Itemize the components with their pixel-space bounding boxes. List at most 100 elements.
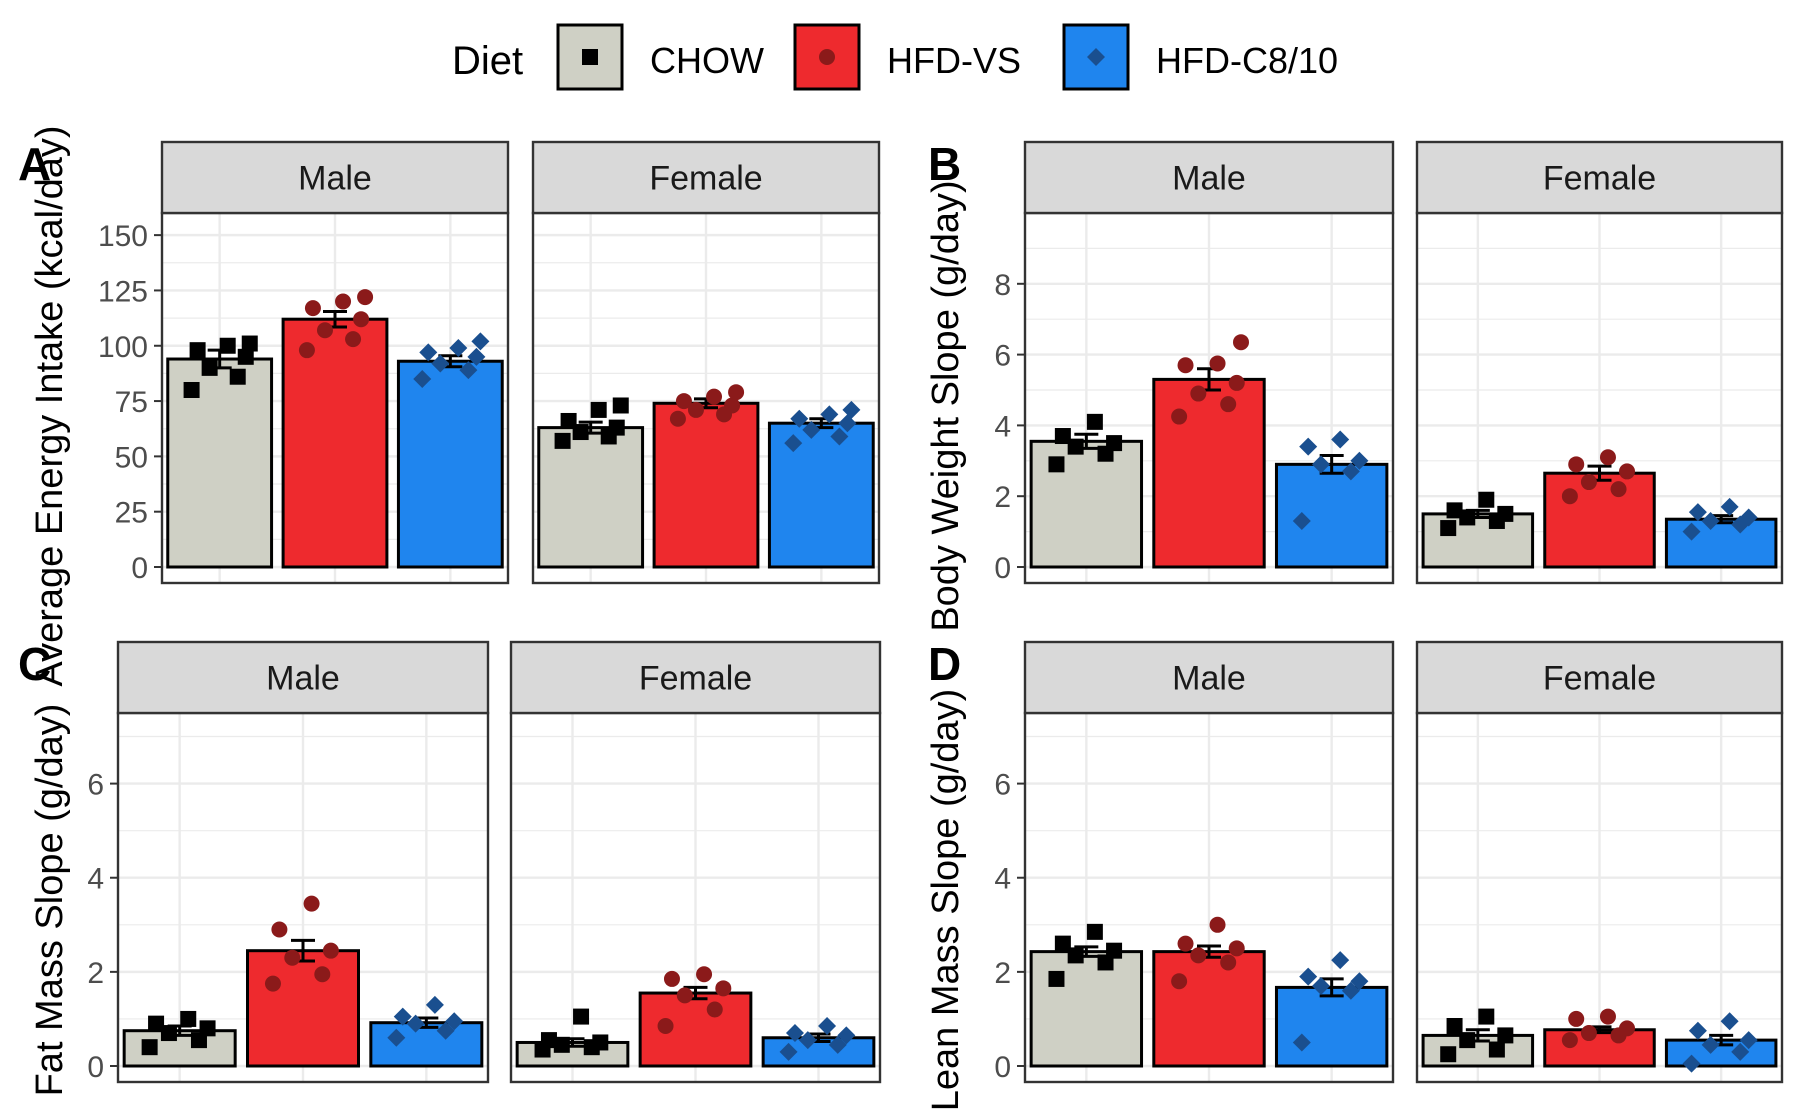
data-point [335, 293, 352, 310]
data-point [183, 382, 200, 398]
data-point [1086, 923, 1103, 940]
data-point [612, 397, 629, 414]
y-tick-label-A-6: 150 [98, 220, 148, 253]
data-point [779, 1042, 798, 1061]
data-point [1497, 1027, 1514, 1044]
data-point [1350, 972, 1369, 991]
y-tick-label-B-1: 2 [994, 481, 1011, 514]
data-point [1488, 1041, 1505, 1058]
legend-marker-1 [582, 49, 598, 65]
y-axis-title-D: Lean Mass Slope (g/day) [925, 689, 967, 1111]
facet-C-female: Female [509, 640, 882, 1084]
data-point [229, 368, 246, 385]
strip-label-female: Female [1543, 160, 1656, 198]
data-point [1171, 973, 1188, 990]
data-point [1720, 497, 1739, 516]
facet-B-male: Male [1023, 140, 1395, 585]
y-tick-label-A-5: 125 [98, 275, 148, 308]
y-tick-label-C-3: 6 [87, 769, 104, 802]
data-point [271, 921, 288, 938]
y-tick-label-A-3: 75 [115, 386, 148, 419]
strip-female [1415, 140, 1784, 215]
data-point [590, 401, 607, 418]
data-point [798, 1031, 817, 1050]
data-point [459, 361, 478, 380]
data-point [1561, 1032, 1578, 1049]
y-tick-label-B-0: 0 [994, 552, 1011, 585]
data-point [696, 966, 713, 983]
data-point [406, 1014, 425, 1033]
y-axis-title-B: Body Weight Slope (g/day) [925, 180, 967, 631]
legend-marker-3 [1087, 48, 1105, 66]
bar-A-male-hfd-c8/10 [396, 359, 504, 569]
bar-B-female-hfd-vs [1543, 471, 1656, 569]
data-point [1341, 462, 1360, 481]
legend-label-1: CHOW [650, 40, 764, 81]
data-point [1350, 451, 1369, 470]
data-point [830, 427, 849, 446]
data-point [1619, 1020, 1636, 1037]
data-point [445, 1012, 464, 1031]
data-point [1054, 428, 1071, 445]
data-point [706, 1001, 723, 1018]
data-point [724, 397, 741, 414]
data-point [1688, 1021, 1707, 1040]
data-point [1228, 940, 1245, 957]
data-point [1086, 413, 1103, 430]
data-point [303, 895, 320, 912]
bar-A-male-chow [166, 357, 274, 569]
y-tick-label-A-4: 100 [98, 331, 148, 364]
bar-C-male-hfd-vs [246, 949, 360, 1068]
data-point [467, 347, 486, 366]
panel-tag-C: C [18, 638, 51, 690]
data-point [1701, 511, 1720, 530]
legend-key-1 [556, 23, 624, 91]
data-point [553, 1036, 570, 1053]
data-point [1220, 954, 1237, 971]
data-point [1331, 430, 1350, 449]
data-point [1599, 1008, 1616, 1025]
data-point [784, 434, 803, 453]
bar-B-female-chow [1421, 512, 1535, 569]
bar-B-male-hfd-vs [1152, 377, 1266, 569]
data-point [1580, 1025, 1597, 1042]
strip-male [160, 140, 510, 215]
strip-label-male: Male [1172, 160, 1246, 198]
data-point [1228, 374, 1245, 391]
bar-D-female-hfd-vs [1543, 1028, 1656, 1068]
bar-B-female-hfd-c8/10 [1664, 517, 1778, 569]
y-tick-label-D-2: 4 [994, 863, 1011, 896]
y-tick-label-B-4: 8 [994, 269, 1011, 302]
facet-A-male: Male [160, 140, 510, 585]
data-point [1177, 357, 1194, 374]
strip-label-female: Female [1543, 660, 1656, 698]
data-point [298, 342, 315, 359]
data-point [1292, 511, 1311, 530]
y-axis-title-A: Average Energy Intake (kcal/day) [29, 125, 71, 686]
data-point [560, 412, 577, 429]
y-tick-label-A-2: 50 [115, 441, 148, 474]
data-point [572, 424, 589, 441]
legend: Diet CHOW HFD-VS HFD-C8/10 [452, 23, 1338, 91]
y-tick-label-C-0: 0 [87, 1051, 104, 1084]
data-point [1233, 334, 1249, 351]
bar-A-female-chow [537, 426, 645, 569]
bar-D-male-hfd-c8/10 [1274, 985, 1389, 1068]
bar-A-male-hfd-vs [281, 317, 389, 569]
data-point [1177, 935, 1194, 952]
data-point [189, 342, 206, 359]
data-point [1701, 1035, 1720, 1054]
strip-label-female: Female [639, 660, 752, 698]
data-point [1048, 456, 1065, 473]
data-point [1568, 456, 1585, 473]
data-point [345, 331, 362, 348]
data-point [838, 414, 857, 433]
data-point [1478, 1008, 1495, 1025]
data-point [1209, 355, 1226, 372]
panel-tag-A: A [18, 138, 51, 190]
